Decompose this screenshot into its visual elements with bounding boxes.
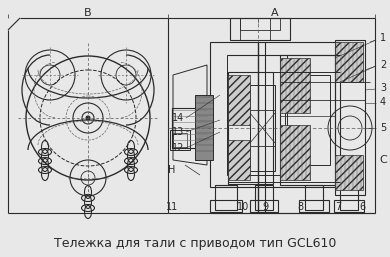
Text: 1: 1 — [380, 33, 386, 43]
Text: 7: 7 — [335, 202, 341, 212]
Bar — [335, 155, 363, 190]
Bar — [334, 200, 364, 212]
Bar — [195, 95, 213, 160]
Bar — [172, 108, 207, 148]
Bar — [250, 110, 275, 146]
Bar — [250, 85, 275, 171]
Text: 5: 5 — [380, 123, 386, 133]
Text: 3: 3 — [380, 83, 386, 93]
Bar — [210, 200, 242, 212]
Text: H: H — [168, 165, 176, 175]
Bar — [340, 185, 358, 210]
Bar — [170, 130, 190, 150]
Text: 13: 13 — [172, 127, 184, 137]
Text: 12: 12 — [172, 143, 184, 153]
Bar — [227, 55, 287, 175]
Text: Тележка для тали с приводом тип GCL610: Тележка для тали с приводом тип GCL610 — [54, 236, 336, 250]
Bar — [228, 72, 273, 184]
Bar — [250, 200, 278, 212]
Bar — [280, 58, 310, 113]
Bar — [255, 185, 273, 210]
Bar — [215, 185, 237, 210]
Text: 6: 6 — [359, 202, 365, 212]
Bar — [280, 125, 310, 180]
Text: 4: 4 — [380, 97, 386, 107]
Text: C: C — [379, 155, 387, 165]
Text: 11: 11 — [166, 202, 178, 212]
Text: B: B — [84, 8, 92, 18]
Bar — [305, 185, 323, 210]
Text: 9: 9 — [262, 202, 268, 212]
Bar — [280, 55, 335, 185]
Bar — [228, 140, 250, 180]
Text: 14: 14 — [172, 113, 184, 123]
Text: 2: 2 — [380, 60, 386, 70]
Bar — [240, 18, 280, 30]
Bar — [335, 42, 363, 82]
Bar — [285, 75, 330, 165]
Bar — [299, 200, 329, 212]
Bar — [210, 42, 340, 187]
Text: A: A — [271, 8, 279, 18]
Text: 10: 10 — [237, 202, 249, 212]
Bar — [335, 40, 365, 195]
Circle shape — [86, 116, 90, 120]
Bar — [173, 133, 187, 147]
Bar — [228, 75, 250, 125]
Bar — [230, 18, 290, 40]
Text: 8: 8 — [297, 202, 303, 212]
